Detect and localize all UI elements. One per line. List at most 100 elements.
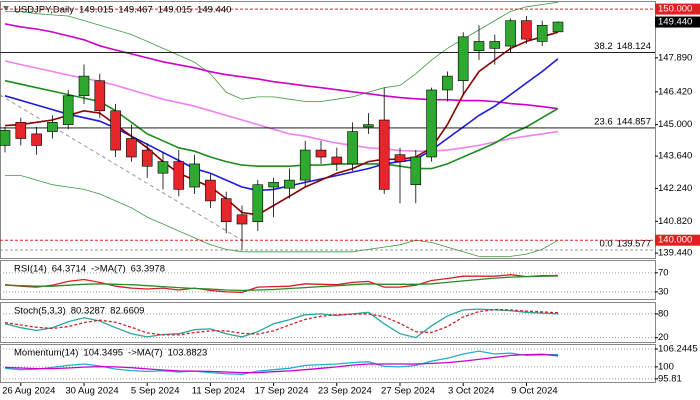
candle-body <box>268 182 279 188</box>
level-value: 144.857 <box>617 116 651 127</box>
price-box-label: 150.000 <box>658 4 692 15</box>
candle-body <box>473 41 485 51</box>
candle-body <box>189 163 200 188</box>
y-tick-label: 20 <box>658 332 669 343</box>
y-tick-label: 80 <box>658 308 669 319</box>
candle-body <box>220 198 232 223</box>
header-text: Stoch(5,3,3) <box>14 306 66 317</box>
price-box-label: 140.000 <box>658 235 692 246</box>
candle-body <box>173 161 185 190</box>
candle-body <box>394 154 406 162</box>
candle-body <box>521 20 532 40</box>
candle-body <box>110 110 121 151</box>
line-series <box>4 31 559 216</box>
level-value: 148.124 <box>617 41 651 52</box>
y-tick-label: 147.890 <box>658 52 692 63</box>
candle-body <box>426 89 437 158</box>
candle-body <box>126 138 137 158</box>
x-tick-label: 23 Sep 2024 <box>318 386 372 397</box>
y-tick-label: 142.240 <box>658 183 692 194</box>
line-series <box>4 353 559 374</box>
x-tick-label: 30 Aug 2024 <box>65 386 118 397</box>
line-series <box>4 58 559 192</box>
price-box <box>655 234 700 246</box>
x-tick-label: 5 Sep 2024 <box>131 386 180 397</box>
candle-body <box>284 179 295 189</box>
candle-body <box>157 161 169 174</box>
candle-body <box>62 95 74 125</box>
level-value: 139.577 <box>617 238 651 249</box>
level-label: 23.6 <box>594 116 613 127</box>
y-tick-label: 30 <box>658 286 669 297</box>
y-tick-label: 100 <box>658 361 674 372</box>
level-label: 38.2 <box>594 41 613 52</box>
candle-body <box>31 133 42 146</box>
header-text: USDJPY,Daily <box>14 5 74 16</box>
candle-body <box>363 124 374 128</box>
header-text: 64.3714 <box>52 264 86 275</box>
candle-body <box>457 36 469 82</box>
header-text: ->MA(7) <box>128 348 163 359</box>
x-tick-label: 11 Sep 2024 <box>192 386 245 397</box>
header-text: 149.015 <box>158 5 192 16</box>
y-tick-label: 70 <box>658 267 669 278</box>
y-tick-label: 95.81 <box>658 373 682 384</box>
header-text: ->MA(7) <box>91 264 126 275</box>
y-tick-label: 143.640 <box>658 151 692 162</box>
candle-body <box>331 156 343 165</box>
candle-body <box>205 179 216 202</box>
line-series <box>4 23 559 110</box>
candle-body <box>442 75 453 91</box>
y-tick-label: 106.2445 <box>658 344 698 355</box>
candle-body <box>410 156 422 186</box>
header-text: 82.6609 <box>110 306 144 317</box>
candle-body <box>141 149 153 167</box>
header-text: 80.3287 <box>71 306 105 317</box>
candle-body <box>552 21 564 33</box>
candle-body <box>378 119 390 190</box>
candle-body <box>536 24 548 42</box>
candle-body <box>236 214 248 225</box>
line-series <box>4 274 559 293</box>
panel-frame <box>0 344 656 383</box>
candle-body <box>0 130 11 146</box>
candle-body <box>347 131 358 165</box>
candle-body <box>489 41 501 49</box>
candle-body <box>94 80 106 112</box>
candle-body <box>315 149 327 158</box>
panel-frame <box>0 1 656 259</box>
line-series <box>4 275 559 292</box>
candle-body <box>299 149 311 181</box>
y-tick-label: 140.820 <box>658 216 692 227</box>
title-icon <box>3 6 9 11</box>
panel-frame <box>0 260 656 300</box>
y-tick-label: 146.420 <box>658 86 692 97</box>
y-tick-label: 145.000 <box>658 119 692 130</box>
x-tick-label: 3 Oct 2024 <box>448 386 494 397</box>
candle-body <box>15 122 27 139</box>
line-series <box>4 350 559 375</box>
header-text: 63.3978 <box>131 264 165 275</box>
header-text: 149.440 <box>197 5 231 16</box>
level-label: 0.0 <box>599 238 612 249</box>
current-price-box <box>655 16 700 28</box>
price-box <box>655 3 700 15</box>
candle-body <box>47 122 58 132</box>
candle-body <box>252 184 264 223</box>
y-tick-label: 139.440 <box>658 248 692 259</box>
header-text: Momentum(14) <box>14 348 78 359</box>
x-tick-label: 26 Aug 2024 <box>2 386 55 397</box>
header-text: RSI(14) <box>14 264 47 275</box>
line-series <box>5 175 559 257</box>
line-series <box>4 308 559 339</box>
line-series <box>4 308 559 336</box>
current-price-label: 149.440 <box>658 17 692 28</box>
panel-frame <box>0 302 656 343</box>
x-tick-label: 17 Sep 2024 <box>255 386 309 397</box>
candle-body <box>78 75 90 97</box>
header-text: 103.8823 <box>168 348 208 359</box>
candle-body <box>505 20 516 47</box>
